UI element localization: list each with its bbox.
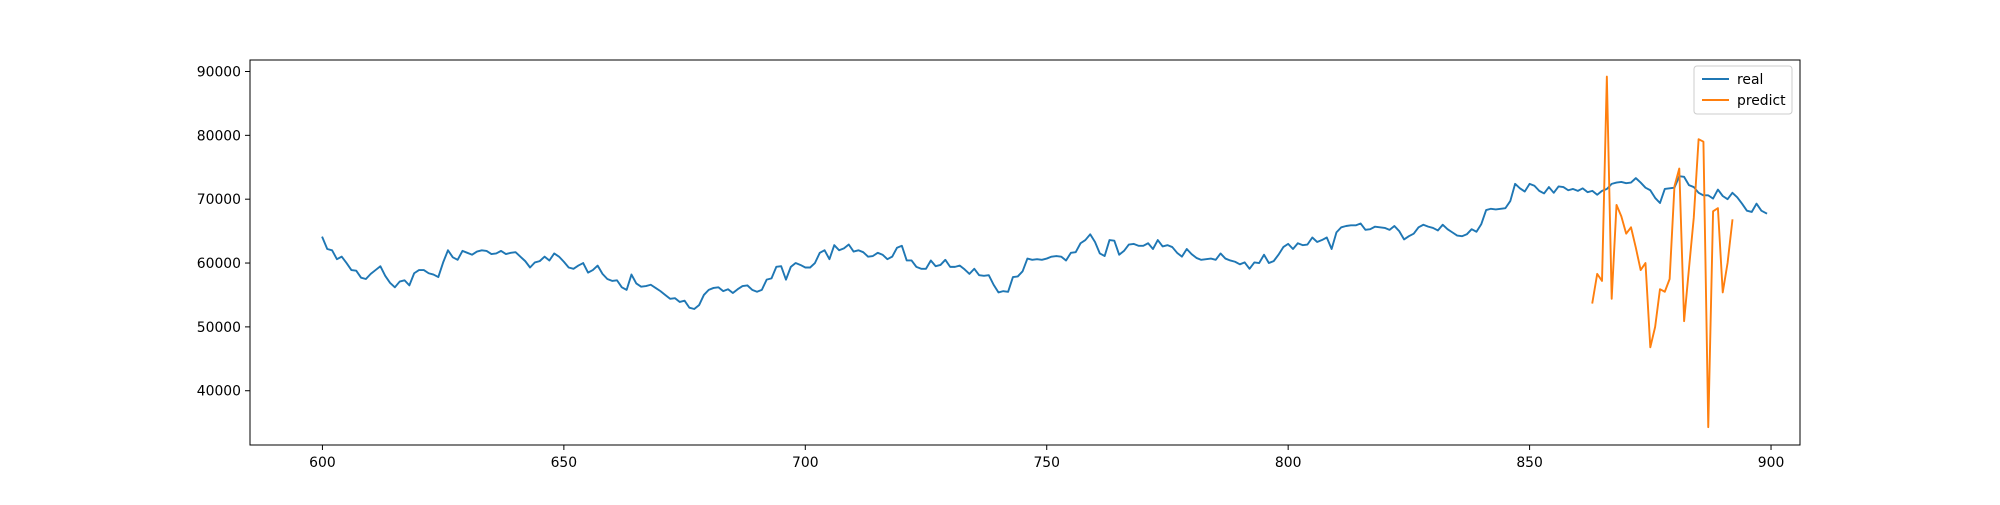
- y-tick-label: 80000: [197, 128, 241, 144]
- y-tick-label: 40000: [197, 384, 241, 400]
- plot-area: [321, 75, 1768, 429]
- x-tick-label: 750: [1033, 455, 1060, 471]
- legend-label-real: real: [1737, 72, 1763, 88]
- axes: 600 650 700 750 800 850 900 40000 50000 60000 7000…: [197, 59, 1801, 471]
- x-tick-label: 600: [309, 455, 336, 471]
- series-line-predict: [1591, 75, 1734, 429]
- x-tick-label: 900: [1758, 455, 1785, 471]
- legend-box: [1693, 65, 1793, 115]
- legend-label-predict: predict: [1737, 93, 1786, 109]
- y-tick-label: 50000: [197, 320, 241, 336]
- series-line-real: [321, 175, 1768, 310]
- y-tick-label: 70000: [197, 192, 241, 208]
- legend: real predict: [1693, 65, 1793, 115]
- x-tick-label: 850: [1516, 455, 1543, 471]
- x-tick-label: 700: [792, 455, 819, 471]
- y-tick-label: 90000: [197, 64, 241, 80]
- axes-frame: [249, 59, 1801, 446]
- y-tick-label: 60000: [197, 256, 241, 272]
- x-tick-label: 650: [551, 455, 578, 471]
- x-tick-label: 800: [1275, 455, 1302, 471]
